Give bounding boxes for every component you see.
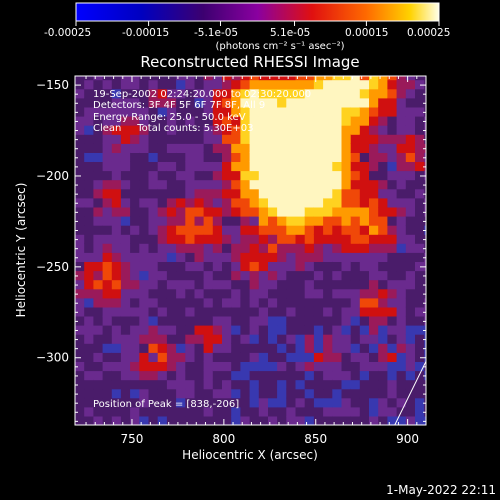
annotation-detectors: Detectors: 3F 4F 5F 6F 7F 8F, All 9 (93, 100, 265, 111)
colorbar-unit-label: (photons cm⁻² s⁻¹ asec⁻²) (215, 41, 344, 52)
footer-timestamp: 1-May-2022 22:11 (386, 483, 496, 497)
y-tick-label: −150 (36, 78, 69, 92)
axis-ticks (75, 75, 427, 425)
y-axis-label: Heliocentric Y (arcsec) (14, 183, 28, 318)
colorbar-tick-label: -0.00015 (122, 27, 169, 39)
annotation-clean-counts: Clean Total counts: 5.30E+03 (93, 123, 253, 134)
y-tick-label: −300 (36, 351, 69, 365)
colorbar-tick-label: 5.1e-05 (270, 27, 310, 39)
annotation-peak-position: Position of Peak = [838,-206] (93, 399, 239, 410)
colorbar-tick-label: 0.00025 (407, 27, 450, 39)
colorbar-tick-label: 0.00015 (345, 27, 388, 39)
limb-line (394, 361, 426, 425)
colorbar-gradient (75, 2, 440, 22)
colorbar: -0.00025 -0.00015 -5.1e-05 5.1e-05 0.000… (44, 2, 450, 52)
plot-frame (74, 75, 427, 426)
y-tick-label: −200 (36, 169, 69, 183)
x-tick-label: 800 (212, 432, 235, 446)
x-tick-label: 900 (396, 432, 419, 446)
chart-title: Reconstructed RHESSI Image (140, 53, 359, 71)
annotation-energy-range: Energy Range: 25.0 - 50.0 keV (93, 112, 246, 123)
annotation-time-range: 19-Sep-2002 02:24:20.000 to 02:30:20.000 (93, 89, 311, 100)
y-tick-label: −250 (36, 260, 69, 274)
x-tick-label: 750 (121, 432, 144, 446)
colorbar-tick-label: -5.1e-05 (194, 27, 238, 39)
x-axis-label: Heliocentric X (arcsec) (182, 448, 318, 462)
x-tick-label: 850 (304, 432, 327, 446)
colorbar-ticks (75, 21, 440, 26)
heatmap-image (75, 76, 426, 425)
annotations: 19-Sep-2002 02:24:20.000 to 02:30:20.000… (93, 89, 311, 410)
colorbar-tick-label: -0.00025 (44, 27, 91, 39)
